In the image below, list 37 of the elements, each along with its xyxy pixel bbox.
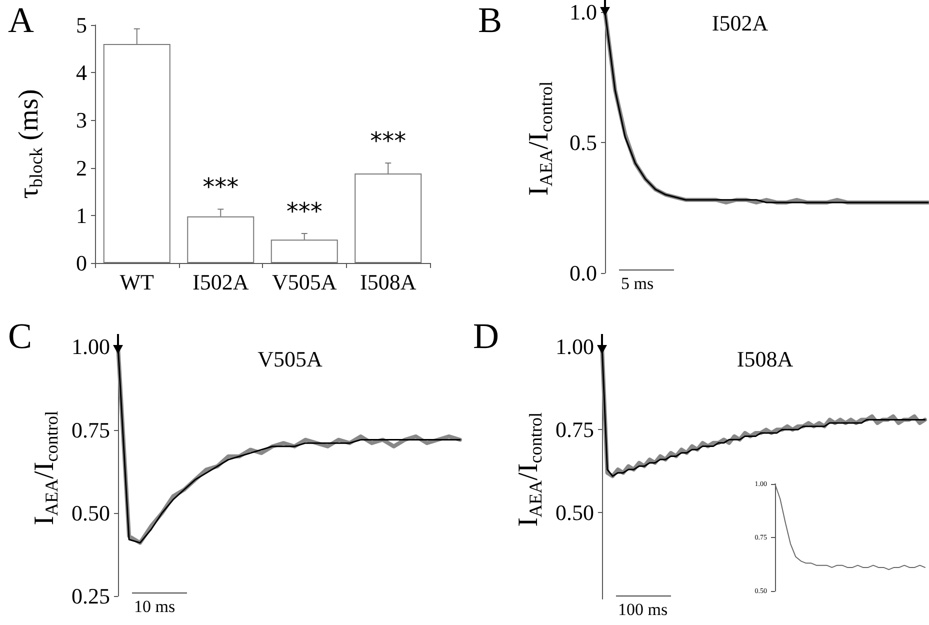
- text: D: [473, 316, 499, 356]
- y-tick-label: 0.25: [72, 584, 110, 608]
- y-axis-title: τblock (ms): [14, 89, 46, 199]
- y-tick-label: 1.00: [72, 334, 110, 360]
- y-tick-label: 0: [76, 250, 87, 276]
- y-tick-label: 1.00: [556, 334, 594, 360]
- y-tick-label: 0.50: [556, 500, 594, 526]
- text: A: [8, 0, 34, 40]
- chart-title: I508A: [736, 346, 794, 372]
- y-tick-label: 1: [76, 202, 87, 228]
- y-tick-label: 1.0: [570, 0, 597, 24]
- annotation: ***: [286, 197, 322, 226]
- text: C: [8, 316, 32, 356]
- annotation: ***: [370, 127, 406, 156]
- chart-title: I502A: [712, 10, 768, 36]
- text: 10 ms: [134, 597, 176, 616]
- y-tick-label: 0.0: [570, 260, 597, 286]
- x-tick-label: WT: [120, 270, 155, 294]
- chart-title: V505A: [258, 346, 322, 372]
- x-tick-label: I508A: [360, 270, 416, 294]
- text: B: [478, 0, 502, 40]
- text: 100 ms: [618, 600, 668, 619]
- y-axis-title: IAEA/Icontrol: [513, 412, 546, 527]
- annotation: ***: [202, 173, 239, 202]
- y-tick-label: 0.5: [570, 130, 597, 155]
- y-tick-label: 0.75: [556, 417, 594, 442]
- y-tick-label: 0.75: [72, 417, 110, 442]
- x-tick-label: I502A: [192, 270, 249, 294]
- y-tick-label: 2: [76, 155, 87, 180]
- y-tick-label: 3: [76, 108, 87, 133]
- y-axis-title: IAEA/Icontrol: [524, 81, 556, 196]
- text: 5 ms: [621, 274, 654, 293]
- y-tick-label: 5: [76, 12, 87, 38]
- y-axis-title: IAEA/Icontrol: [29, 410, 62, 526]
- y-tick-label: 4: [76, 60, 87, 86]
- x-tick-label: V505A: [272, 270, 337, 294]
- y-tick-label: 0.50: [72, 500, 110, 526]
